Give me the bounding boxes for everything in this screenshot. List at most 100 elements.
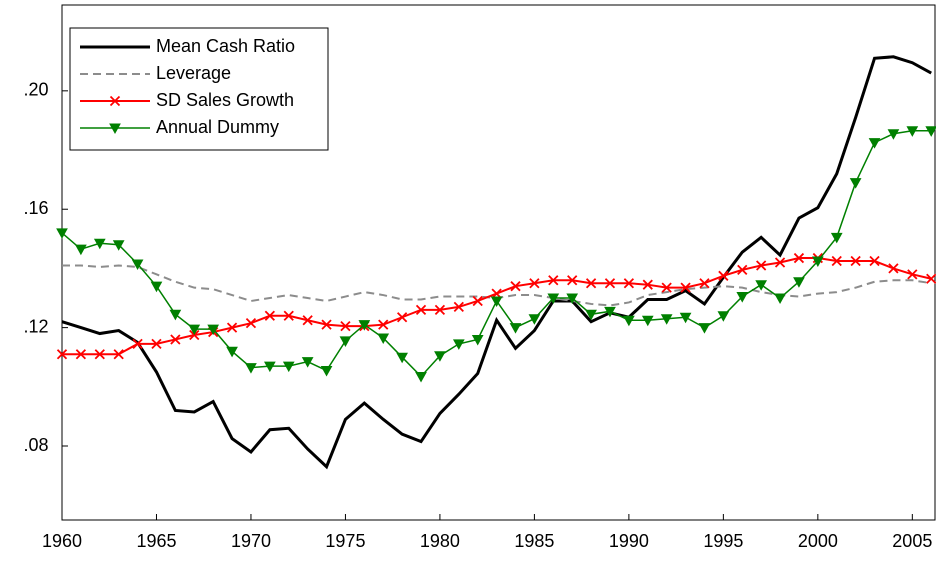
marker: [774, 293, 786, 305]
y-tick-label: .16: [23, 198, 48, 218]
marker: [321, 319, 332, 330]
marker: [811, 256, 824, 268]
marker: [188, 324, 201, 336]
marker: [434, 304, 446, 315]
marker: [566, 293, 579, 305]
x-tick-label: 1980: [420, 531, 460, 551]
marker: [907, 269, 918, 280]
marker: [698, 323, 711, 334]
marker: [926, 273, 936, 284]
marker: [567, 275, 578, 286]
marker: [415, 371, 427, 383]
marker: [302, 315, 313, 326]
marker: [887, 129, 900, 140]
x-tick-label: 1975: [325, 531, 365, 551]
marker: [680, 282, 691, 293]
marker: [339, 336, 352, 347]
marker: [529, 278, 540, 289]
marker: [849, 178, 862, 189]
marker: [94, 349, 105, 360]
marker: [396, 352, 408, 364]
marker: [906, 126, 919, 137]
x-tick-label: 1985: [514, 531, 554, 551]
x-tick-label: 1960: [42, 531, 82, 551]
marker: [169, 309, 182, 321]
marker: [56, 228, 68, 239]
marker: [623, 315, 635, 327]
marker: [75, 244, 87, 256]
marker: [585, 278, 597, 289]
marker: [888, 263, 899, 274]
marker: [925, 126, 936, 137]
marker: [793, 277, 805, 288]
marker: [207, 324, 220, 336]
marker: [755, 280, 768, 291]
marker: [226, 322, 238, 333]
y-tick-label: .12: [23, 316, 48, 336]
legend-label: Mean Cash Ratio: [156, 36, 295, 56]
marker: [415, 304, 427, 315]
marker: [642, 279, 653, 290]
marker: [283, 310, 294, 321]
marker: [868, 138, 881, 149]
marker: [509, 323, 522, 334]
marker: [282, 361, 295, 373]
marker: [774, 257, 786, 268]
marker: [717, 311, 730, 322]
marker: [699, 278, 710, 289]
marker: [490, 296, 503, 308]
series-line: [62, 130, 932, 378]
marker: [245, 318, 257, 329]
marker: [150, 281, 163, 293]
marker: [548, 275, 559, 286]
marker: [641, 315, 654, 327]
x-tick-label: 1965: [136, 531, 176, 551]
marker: [109, 95, 121, 107]
marker: [132, 338, 143, 350]
marker: [170, 334, 181, 345]
marker: [830, 232, 843, 244]
marker: [660, 314, 673, 325]
marker: [75, 349, 87, 360]
marker: [850, 255, 861, 267]
marker: [434, 351, 446, 362]
legend-label: Leverage: [156, 63, 231, 83]
legend-label: Annual Dummy: [156, 117, 279, 137]
marker: [301, 357, 314, 368]
marker: [264, 361, 276, 373]
marker: [131, 259, 144, 271]
x-tick-label: 1970: [231, 531, 271, 551]
marker: [471, 334, 484, 346]
marker: [472, 295, 483, 307]
marker: [604, 306, 616, 318]
marker: [793, 252, 805, 264]
marker: [109, 123, 121, 135]
marker: [112, 240, 125, 251]
marker: [226, 346, 238, 358]
marker: [661, 282, 672, 293]
plot-frame: [61, 4, 936, 521]
marker: [245, 363, 257, 374]
marker: [528, 314, 541, 325]
marker: [718, 270, 729, 281]
y-tick-label: .08: [23, 435, 48, 455]
marker: [869, 255, 880, 267]
x-tick-label: 1995: [703, 531, 743, 551]
marker: [604, 278, 616, 289]
marker: [831, 255, 842, 267]
marker: [320, 366, 333, 377]
marker: [56, 349, 68, 360]
y-tick-label: .20: [23, 80, 48, 100]
x-tick-label: 1990: [609, 531, 649, 551]
marker: [585, 309, 597, 321]
x-tick-label: 2005: [892, 531, 932, 551]
marker: [377, 333, 390, 345]
marker: [378, 319, 389, 330]
marker: [453, 301, 464, 313]
marker: [756, 260, 767, 271]
marker: [93, 238, 106, 250]
marker: [547, 293, 560, 305]
marker: [737, 264, 748, 276]
marker: [679, 312, 692, 324]
